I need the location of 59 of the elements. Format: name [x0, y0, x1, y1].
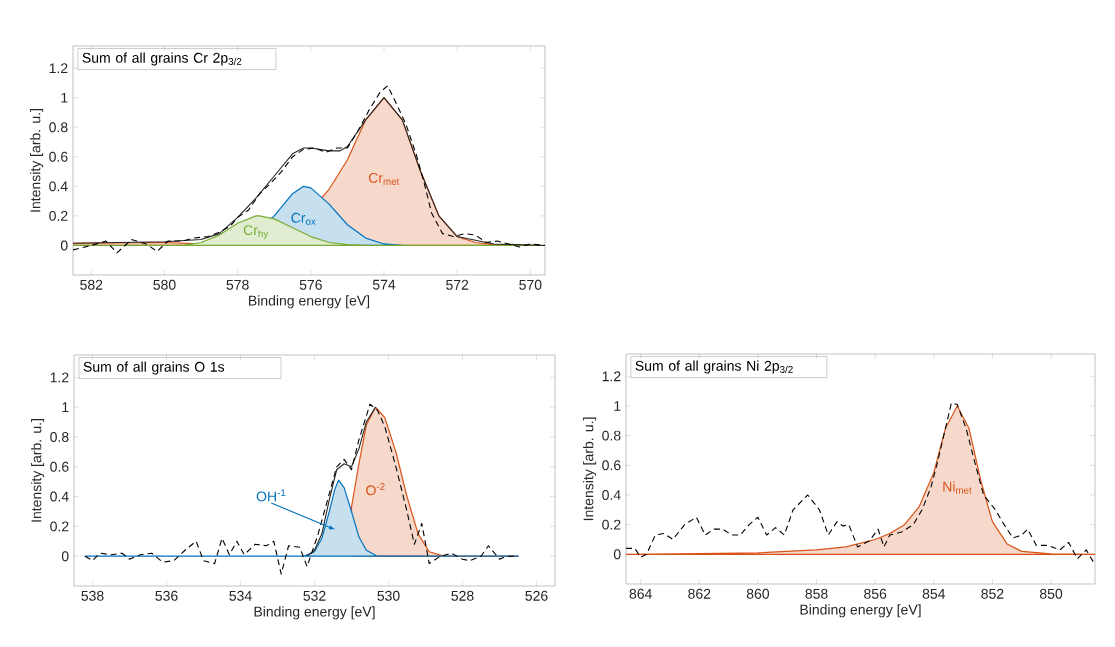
chart-title: Sum of all grains Ni 2p$_{3/2}$ [635, 360, 793, 374]
series-label: Ni$_{met}$ [943, 481, 972, 494]
x-tick-label: 854 [922, 588, 946, 599]
y-tick-label: 0.4 [602, 490, 621, 500]
y-tick-label: 0.6 [602, 460, 621, 471]
y-tick-label: 0 [61, 551, 69, 562]
x-tick-label: 572 [446, 279, 469, 290]
series-label: O$^{-2}$ [366, 483, 385, 496]
x-tick-label: 534 [229, 590, 252, 601]
x-axis-title: Binding energy [eV] [800, 604, 921, 618]
chart-title: Sum of all grains Cr 2p$_{3/2}$ [82, 52, 242, 66]
y-tick-label: 0.8 [50, 432, 69, 442]
y-tick-label: 1.2 [602, 371, 621, 382]
x-tick-label: 526 [525, 590, 548, 601]
x-tick-label: 576 [299, 279, 322, 290]
x-tick-label: 862 [688, 588, 711, 599]
series-label: Cr$_{hy}$ [243, 225, 269, 240]
y-tick-label: 0.4 [50, 491, 69, 502]
y-tick-label: 0.2 [50, 521, 69, 532]
x-tick-label: 864 [629, 588, 652, 599]
line-series [306, 406, 377, 557]
x-tick-label: 580 [153, 279, 176, 290]
x-tick-label: 856 [864, 588, 887, 599]
y-tick-label: 0.2 [602, 519, 621, 530]
y-tick-label: 0 [613, 549, 621, 560]
x-tick-label: 582 [80, 279, 103, 290]
y-tick-label: 1.2 [49, 63, 68, 74]
series-label: Cr$_{ox}$ [291, 212, 316, 225]
chart-title: Sum of all grains O 1s [83, 361, 225, 375]
x-tick-label: 530 [377, 590, 400, 601]
x-tick-label: 574 [372, 279, 396, 290]
y-tick-label: 1 [614, 401, 621, 411]
x-tick-label: 532 [303, 590, 326, 601]
y-tick-label: 0.2 [49, 210, 68, 221]
series-label: Cr$_{met}$ [368, 172, 400, 185]
y-tick-label: 0.8 [49, 122, 68, 133]
x-axis-title: Binding energy [eV] [254, 606, 375, 620]
x-tick-label: 852 [981, 588, 1004, 599]
y-axis-title: Intensity [arb. u.] [583, 417, 597, 521]
x-tick-label: 860 [746, 588, 770, 599]
x-tick-label: 850 [1039, 588, 1063, 599]
x-axis-title: Binding energy [eV] [249, 295, 370, 309]
y-tick-label: 0.8 [602, 430, 621, 441]
y-axis-title: Intensity [arb. u.] [30, 109, 44, 212]
y-tick-label: 1 [62, 402, 69, 412]
y-tick-label: 1 [61, 92, 68, 103]
text: OH$^{-1}$ [256, 489, 286, 502]
y-tick-label: 0 [60, 240, 68, 251]
x-tick-label: 538 [81, 590, 104, 601]
y-tick-label: 1.2 [50, 372, 69, 383]
y-tick-label: 0.4 [49, 181, 68, 192]
y-tick-label: 0.6 [49, 151, 68, 162]
x-tick-label: 578 [226, 279, 249, 290]
x-tick-label: 570 [519, 279, 542, 290]
x-tick-label: 528 [451, 590, 474, 601]
y-axis-title: Intensity [arb. u.] [31, 419, 45, 522]
x-tick-label: 536 [155, 590, 178, 601]
x-tick-label: 858 [805, 588, 828, 599]
y-tick-label: 0.6 [50, 461, 69, 472]
